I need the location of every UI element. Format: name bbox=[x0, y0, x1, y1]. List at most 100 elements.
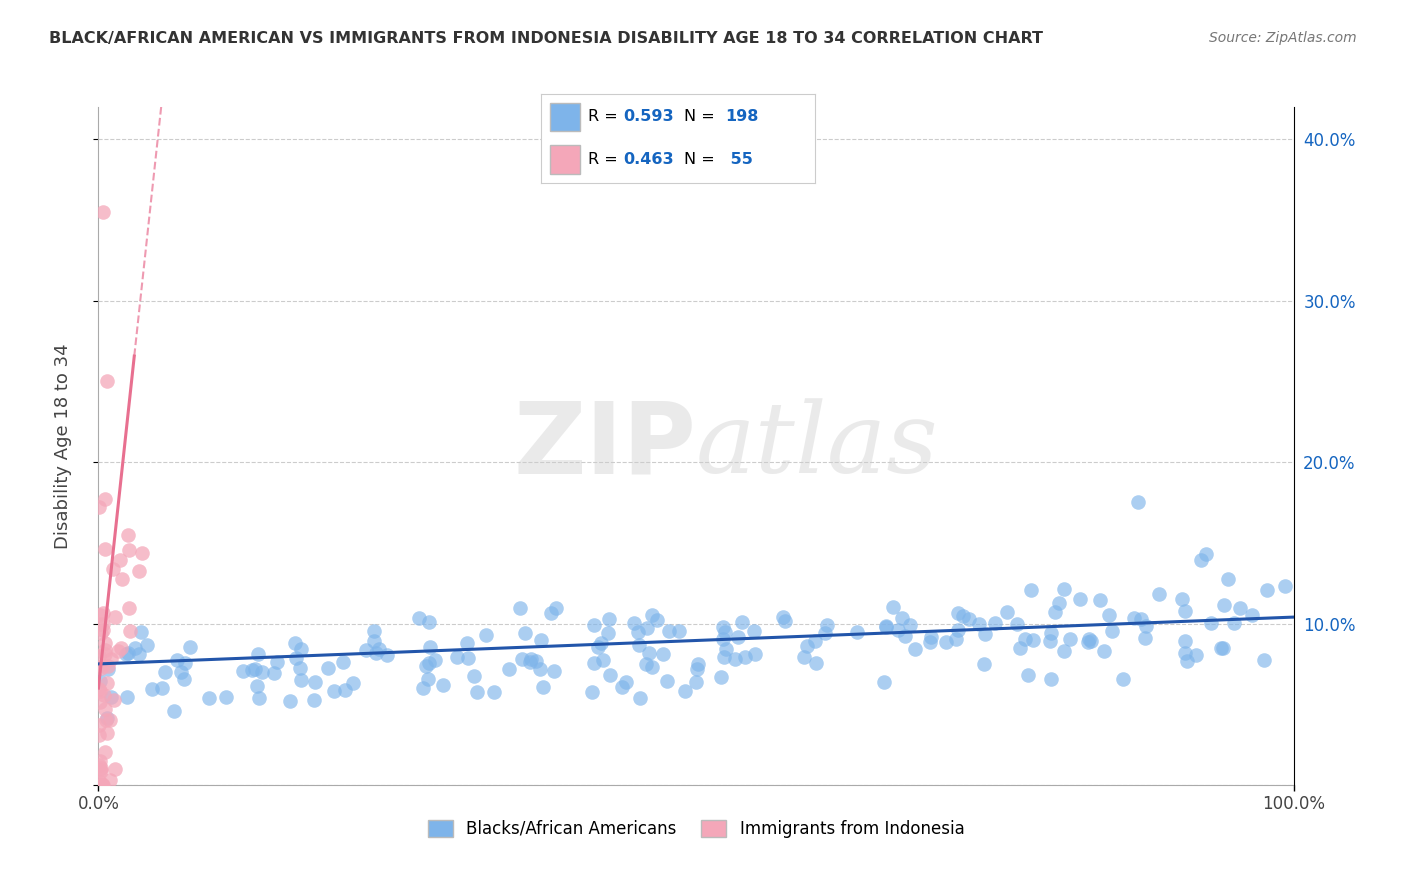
Point bbox=[1253, 653, 1275, 667]
Point bbox=[882, 600, 904, 615]
Point bbox=[1175, 654, 1198, 668]
Point bbox=[215, 690, 238, 704]
Point bbox=[935, 635, 957, 649]
Point bbox=[1101, 624, 1123, 639]
Point bbox=[515, 625, 537, 640]
Point bbox=[1077, 632, 1099, 646]
Point bbox=[89, 648, 111, 663]
Text: R =: R = bbox=[588, 110, 623, 124]
Point bbox=[89, 674, 111, 689]
Point bbox=[1080, 634, 1102, 648]
Point bbox=[96, 713, 118, 727]
Point bbox=[418, 656, 440, 670]
Point bbox=[1014, 632, 1036, 646]
Point bbox=[412, 681, 434, 695]
Point bbox=[1069, 591, 1091, 606]
Point bbox=[974, 626, 997, 640]
Point bbox=[104, 609, 127, 624]
Point bbox=[375, 648, 398, 663]
Text: atlas: atlas bbox=[696, 399, 939, 493]
Point bbox=[115, 647, 138, 661]
FancyBboxPatch shape bbox=[550, 103, 579, 131]
Point bbox=[804, 656, 827, 670]
Point bbox=[128, 647, 150, 661]
Text: ZIP: ZIP bbox=[513, 398, 696, 494]
Point bbox=[1240, 607, 1263, 622]
Point bbox=[131, 546, 153, 560]
Point bbox=[101, 562, 124, 576]
Point bbox=[290, 642, 312, 657]
Text: N =: N = bbox=[683, 153, 720, 167]
Point bbox=[920, 630, 942, 644]
Point bbox=[793, 649, 815, 664]
Point bbox=[628, 690, 651, 705]
Text: 0.463: 0.463 bbox=[624, 153, 675, 167]
Point bbox=[1039, 634, 1062, 648]
Point bbox=[612, 680, 634, 694]
Point bbox=[875, 618, 897, 632]
Point bbox=[90, 660, 112, 674]
Point bbox=[714, 642, 737, 657]
Point bbox=[475, 628, 498, 642]
Point bbox=[519, 655, 541, 669]
Point bbox=[89, 757, 111, 772]
Point bbox=[673, 684, 696, 698]
Point bbox=[903, 642, 925, 657]
Point bbox=[530, 632, 553, 647]
Point bbox=[115, 690, 138, 704]
Point bbox=[111, 572, 134, 586]
Point bbox=[89, 684, 111, 698]
Point bbox=[626, 624, 648, 639]
Point bbox=[688, 657, 710, 672]
Point bbox=[117, 647, 139, 661]
Point bbox=[1216, 573, 1239, 587]
Point bbox=[232, 665, 254, 679]
Point bbox=[647, 614, 669, 628]
Point bbox=[90, 761, 112, 775]
Point bbox=[240, 663, 263, 677]
Point bbox=[90, 764, 112, 778]
Text: BLACK/AFRICAN AMERICAN VS IMMIGRANTS FROM INDONESIA DISABILITY AGE 18 TO 34 CORR: BLACK/AFRICAN AMERICAN VS IMMIGRANTS FRO… bbox=[49, 31, 1043, 46]
Point bbox=[97, 662, 120, 676]
Point bbox=[87, 728, 110, 742]
Point bbox=[285, 651, 308, 665]
Point bbox=[323, 684, 346, 698]
Text: 55: 55 bbox=[725, 153, 752, 167]
Point bbox=[89, 681, 111, 696]
Point bbox=[1274, 579, 1296, 593]
Point bbox=[685, 675, 707, 690]
Point bbox=[89, 616, 111, 631]
Point bbox=[1047, 596, 1070, 610]
Point bbox=[93, 689, 115, 703]
Point bbox=[1147, 587, 1170, 601]
Point bbox=[91, 778, 114, 792]
Point bbox=[94, 745, 117, 759]
Point bbox=[93, 647, 115, 661]
Point bbox=[1059, 632, 1081, 646]
Point bbox=[498, 662, 520, 676]
Point bbox=[581, 684, 603, 698]
Point bbox=[104, 762, 127, 776]
Point bbox=[366, 646, 388, 660]
Point bbox=[596, 626, 619, 640]
Point bbox=[1130, 612, 1153, 626]
Point bbox=[94, 491, 117, 506]
Point bbox=[772, 610, 794, 624]
Point bbox=[734, 649, 756, 664]
Point bbox=[290, 673, 312, 688]
Point bbox=[952, 608, 974, 623]
Point bbox=[363, 633, 385, 648]
Text: 0.593: 0.593 bbox=[624, 110, 675, 124]
Point bbox=[419, 640, 441, 654]
Point bbox=[1022, 632, 1045, 647]
Point bbox=[246, 679, 269, 693]
Point bbox=[711, 632, 734, 646]
Legend: Blacks/African Americans, Immigrants from Indonesia: Blacks/African Americans, Immigrants fro… bbox=[420, 813, 972, 845]
Point bbox=[318, 661, 340, 675]
Point bbox=[891, 611, 914, 625]
Point bbox=[1201, 616, 1223, 631]
Point bbox=[543, 664, 565, 678]
Point bbox=[456, 635, 478, 649]
Point bbox=[136, 638, 159, 652]
Point bbox=[651, 647, 673, 661]
